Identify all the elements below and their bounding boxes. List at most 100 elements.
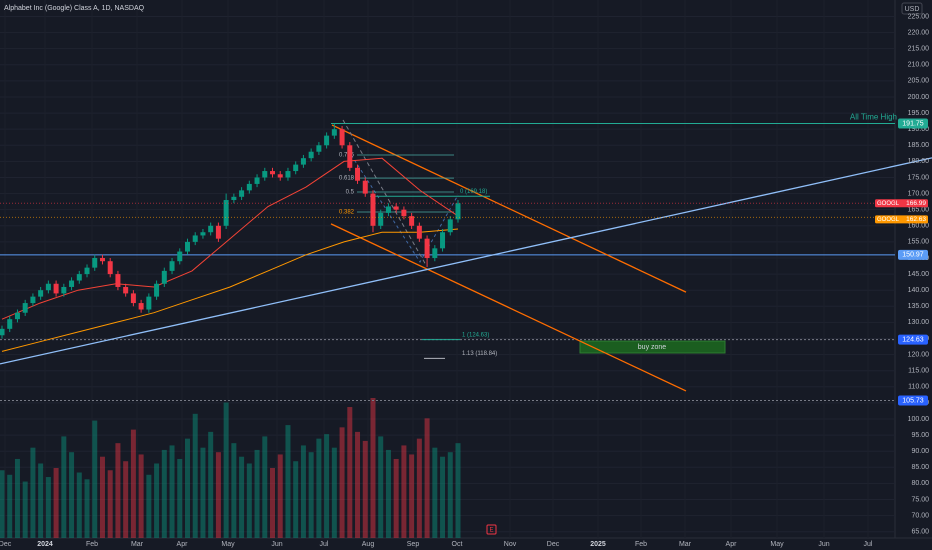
- y-tick-label: 210.00: [908, 62, 930, 69]
- currency-box[interactable]: [901, 2, 923, 15]
- y-tick-label: 95.00: [911, 432, 929, 439]
- level-tag: [898, 334, 928, 345]
- volume-bar: [355, 431, 361, 538]
- candle-body: [30, 296, 36, 304]
- y-tick-label: 130.00: [908, 319, 930, 326]
- earnings-icon[interactable]: [486, 524, 497, 535]
- fib-label: 0.618: [339, 176, 355, 182]
- level-value: 105.73: [902, 397, 924, 404]
- candle-body: [362, 180, 368, 194]
- volume-bar: [45, 477, 51, 538]
- candle-body: [14, 312, 20, 320]
- candle-body: [270, 171, 276, 175]
- fib-target-label: 1 (124.63): [462, 332, 489, 338]
- candle-body: [339, 129, 345, 146]
- candle-body: [231, 196, 237, 201]
- y-tick-label: 205.00: [908, 78, 930, 85]
- candle-body: [440, 232, 446, 249]
- candle-body: [138, 303, 144, 310]
- candle-body: [61, 286, 67, 294]
- volume-bar: [324, 434, 330, 538]
- candle-body: [161, 270, 167, 284]
- candle-body: [107, 261, 113, 275]
- volume-bar: [293, 461, 299, 538]
- candle-body: [177, 251, 183, 262]
- price-tag-name: GOOGL: [877, 201, 900, 207]
- candle-body: [254, 177, 260, 184]
- candle-body: [285, 171, 291, 178]
- candle-body: [393, 206, 399, 210]
- candle-body: [416, 225, 422, 239]
- volume-bar: [285, 425, 291, 538]
- x-tick-label: Apr: [726, 541, 738, 548]
- x-tick-label: Sep: [407, 541, 420, 548]
- candle-body: [69, 280, 75, 287]
- candle-body: [215, 225, 221, 239]
- x-tick-label: Jun: [818, 541, 829, 548]
- volume-bar: [38, 463, 44, 538]
- volume-bar: [262, 436, 268, 538]
- volume-bar: [393, 458, 399, 538]
- candle-body: [293, 164, 299, 172]
- volume-bar: [370, 398, 376, 538]
- y-tick-label: 80.00: [911, 480, 929, 487]
- volume-bar: [347, 407, 353, 538]
- x-tick-label: Jul: [320, 541, 329, 548]
- volume-bar: [239, 456, 245, 538]
- candle-body: [92, 257, 98, 268]
- ath-label: All Time High: [850, 113, 897, 122]
- volume-bar: [300, 445, 306, 538]
- y-tick-label: 185.00: [908, 142, 930, 149]
- candle-body: [324, 135, 330, 146]
- y-tick-label: 215.00: [908, 46, 930, 53]
- volume-bar: [416, 438, 422, 538]
- volume-bar: [200, 447, 206, 538]
- x-tick-label: Mar: [131, 541, 144, 548]
- volume-bar: [14, 458, 20, 538]
- candle-body: [331, 129, 337, 136]
- y-tick-label: 180.00: [908, 158, 930, 165]
- currency: USD: [905, 6, 920, 13]
- price-tag: [875, 215, 928, 224]
- y-tick-label: 195.00: [908, 110, 930, 117]
- volume-bar: [432, 447, 438, 538]
- candle-body: [277, 174, 283, 178]
- candle-body: [130, 293, 136, 304]
- candle-body: [424, 238, 430, 258]
- x-tick-label: Nov: [504, 541, 517, 548]
- candle-body: [385, 206, 391, 213]
- volume-bar: [154, 463, 160, 538]
- x-tick-label: Mar: [679, 541, 692, 548]
- candle-body: [184, 241, 190, 252]
- price-tag-name: GOOGL: [877, 217, 900, 223]
- y-tick-label: 85.00: [911, 464, 929, 471]
- x-tick-label: Aug: [362, 541, 375, 548]
- candle-body: [169, 261, 175, 271]
- volume-bar: [99, 456, 105, 538]
- volume-bar: [339, 427, 345, 538]
- volume-bar: [308, 452, 314, 538]
- y-tick-label: 90.00: [911, 448, 929, 455]
- y-tick-label: 65.00: [911, 529, 929, 536]
- volume-bar: [61, 436, 67, 538]
- volume-bar: [138, 454, 144, 538]
- price-tag: [875, 199, 928, 208]
- x-tick-label: Jun: [271, 541, 282, 548]
- candle-body: [208, 225, 214, 233]
- volume-bar: [22, 481, 28, 538]
- volume-bar: [0, 470, 5, 538]
- candle-body: [7, 319, 13, 329]
- ath-value: 191.75: [902, 120, 924, 127]
- ma-slow-line: [1, 228, 459, 352]
- fib-label: 0.382: [339, 210, 355, 216]
- candle-body: [53, 283, 59, 294]
- candle-body: [192, 235, 198, 242]
- fib-label: 0.5: [346, 190, 355, 196]
- candle-body: [146, 296, 152, 310]
- volume-bar: [53, 468, 59, 538]
- x-tick-label: May: [221, 541, 235, 548]
- y-tick-label: 75.00: [911, 496, 929, 503]
- y-tick-label: 140.00: [908, 287, 930, 294]
- fib-target-label: 1.13 (118.84): [462, 351, 497, 357]
